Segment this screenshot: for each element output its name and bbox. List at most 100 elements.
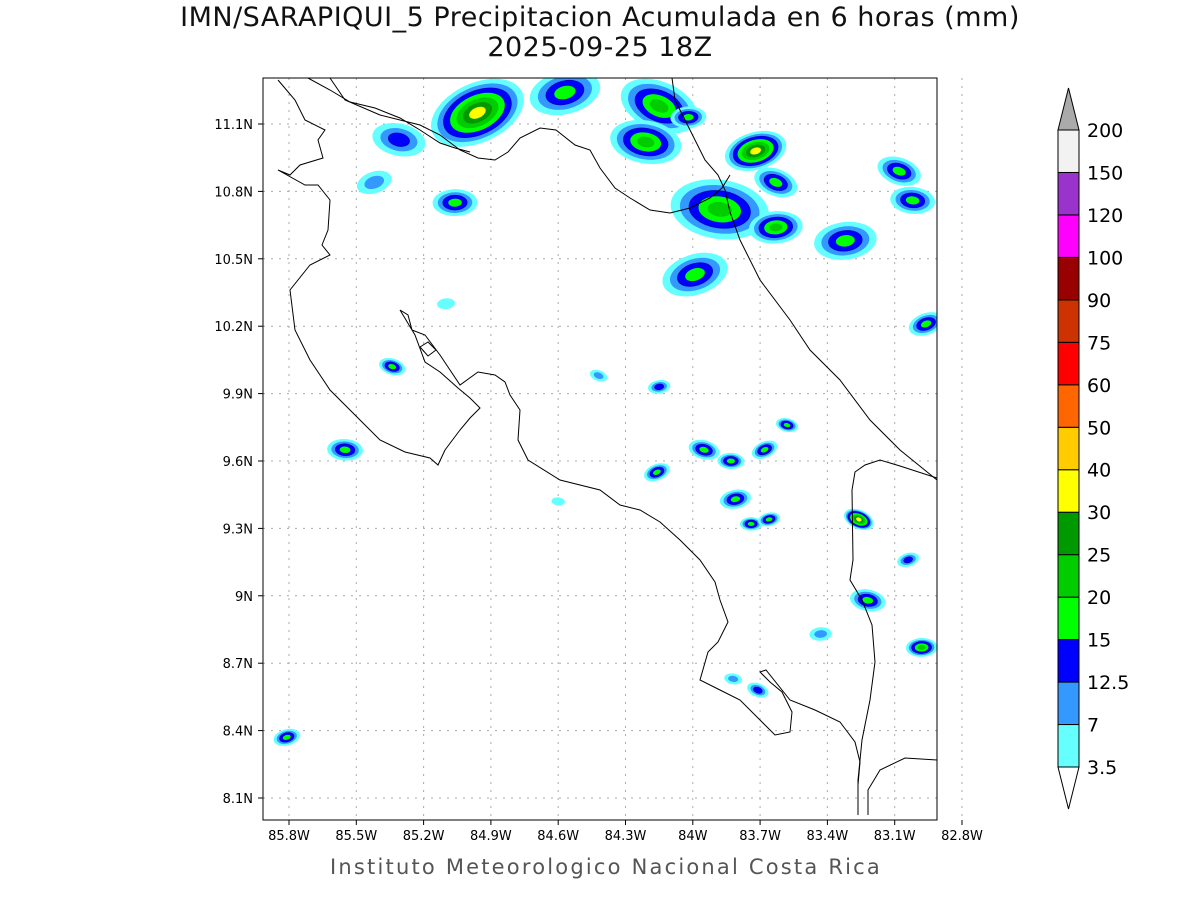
y-tick-label: 10.2N (214, 320, 253, 335)
precip-cell (754, 167, 798, 198)
precip-cell (662, 252, 728, 297)
precip-cell (905, 638, 937, 657)
precip-cell (748, 211, 803, 244)
colorbar-under-triangle (1057, 766, 1080, 810)
precip-cell (724, 130, 787, 172)
colorbar-box-100 (1057, 214, 1080, 258)
precip-contour-20 (769, 223, 783, 232)
precip-contour-15 (699, 446, 709, 453)
precip-cell (589, 369, 608, 382)
colorbar-label: 12.5 (1087, 672, 1129, 694)
panama-border (849, 459, 937, 815)
precip-contour-20 (636, 136, 655, 148)
precip-contour-3.5 (551, 497, 565, 506)
colorbar-over-triangle (1057, 87, 1080, 131)
colorbar-box-3.5 (1057, 724, 1080, 768)
precip-cell (908, 312, 937, 336)
precip-cell (327, 438, 364, 461)
panama-coastline (867, 757, 937, 815)
precipitation-field (273, 78, 937, 746)
precip-cell (437, 298, 455, 310)
colorbar-label: 120 (1087, 205, 1123, 227)
colorbar-box-7 (1057, 681, 1080, 726)
colorbar-box-90 (1057, 256, 1080, 301)
precip-cell (877, 156, 921, 186)
precip-contour-20 (649, 99, 669, 113)
precip-contour-15 (760, 446, 769, 453)
precip-contour-30 (469, 106, 486, 119)
colorbar-label: 150 (1087, 162, 1123, 184)
precip-contour-7 (814, 630, 827, 638)
x-tick-label: 84.6W (537, 829, 579, 844)
precip-contour-15 (892, 166, 906, 176)
precip-contour-30 (856, 517, 862, 522)
precip-contour-15 (685, 267, 705, 282)
precip-contour-7 (593, 372, 604, 379)
precip-cell (372, 122, 426, 157)
x-tick-label: 85.8W (268, 829, 310, 844)
precip-cell (751, 440, 778, 459)
colorbar-label: 3.5 (1087, 757, 1117, 779)
colorbar-box-15 (1057, 596, 1080, 641)
caribbean-coastline (671, 78, 937, 481)
nicaragua-border (329, 78, 731, 214)
map-frame (262, 77, 938, 821)
precip-cell (850, 589, 886, 612)
colorbar-label: 100 (1087, 247, 1123, 269)
colorbar-label: 15 (1087, 630, 1111, 652)
precip-contour-15 (339, 446, 351, 454)
x-tick-label: 85.2W (403, 829, 445, 844)
colorbar-label: 90 (1087, 290, 1111, 312)
precip-cell (432, 189, 478, 217)
x-tick-label: 82.8W (941, 829, 983, 844)
x-tick-label: 83.1W (874, 829, 916, 844)
map-title: IMN/SARAPIQUI_5 Precipitacion Acumulada … (180, 2, 1020, 33)
precip-cell (379, 357, 406, 376)
y-tick-label: 9N (235, 590, 253, 605)
y-tick-label: 8.1N (223, 792, 253, 807)
precip-cell (688, 439, 720, 460)
precip-cell (775, 418, 799, 433)
precip-cell (890, 186, 936, 214)
y-tick-label: 10.8N (214, 185, 253, 200)
precip-contour-15 (765, 517, 773, 522)
precip-contour-7 (364, 175, 385, 190)
precip-cell (724, 673, 743, 685)
precip-contour-20 (917, 645, 926, 650)
colorbar-label: 200 (1087, 120, 1123, 142)
x-tick-label: 83.4W (806, 829, 848, 844)
precip-contour-15 (388, 364, 397, 370)
precip-cell (670, 106, 707, 129)
precip-contour-15 (862, 596, 874, 604)
precip-contour-15 (448, 198, 462, 207)
map-subtitle: 2025-09-25 18Z (487, 32, 713, 63)
precip-contour-15 (905, 196, 920, 205)
precip-contour-12.5 (753, 686, 763, 694)
precip-cell (551, 497, 565, 506)
colorbar-label: 50 (1087, 417, 1111, 439)
x-tick-label: 85.5W (335, 829, 377, 844)
precip-cell (356, 170, 392, 195)
precip-contour-7 (728, 675, 739, 683)
precip-cell (430, 78, 524, 147)
precip-cell (758, 512, 781, 527)
precip-cell (670, 179, 769, 240)
precip-contour-15 (726, 458, 736, 464)
axis-ticks: 85.8W 85.5W 85.2W 84.9W 84.6W 84.3W 84W 83.7W 83… (214, 118, 983, 844)
colorbar-box-12.5 (1057, 639, 1080, 683)
y-tick-label: 10.5N (214, 253, 253, 268)
coastlines-and-borders (277, 78, 937, 815)
precip-contour-15 (920, 320, 932, 328)
colorbar-box-40 (1057, 426, 1080, 471)
y-tick-label: 9.6N (223, 455, 253, 470)
precip-contour-15 (282, 734, 291, 740)
precip-cell (717, 452, 745, 470)
precip-contour-30 (750, 147, 762, 155)
y-tick-label: 8.7N (223, 657, 253, 672)
precip-contour-15 (653, 469, 661, 475)
precip-cell (648, 379, 671, 394)
precip-cell (529, 78, 601, 116)
colorbar-label: 25 (1087, 545, 1111, 567)
precip-cell (273, 728, 300, 746)
